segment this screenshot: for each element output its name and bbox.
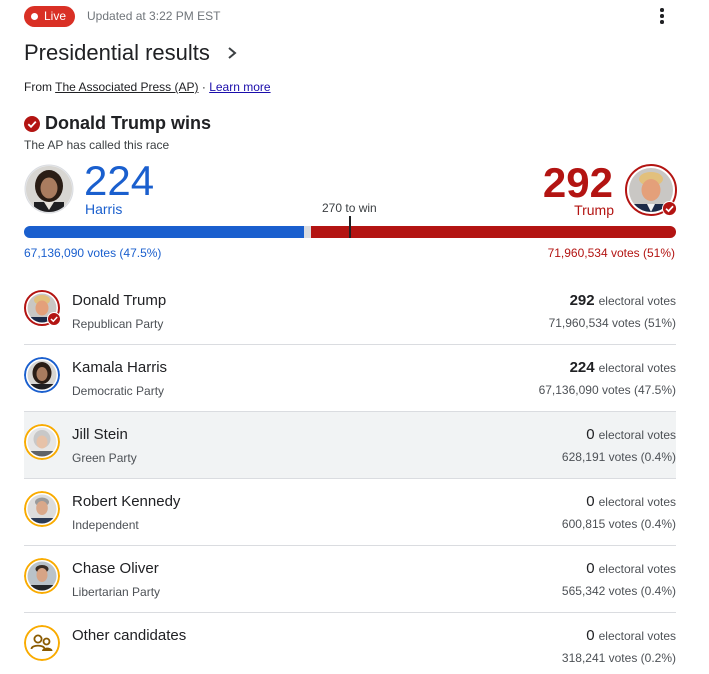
ev-label: electoral votes	[598, 562, 676, 576]
kennedy-avatar	[24, 491, 60, 527]
candidate-row-harris[interactable]: Kamala Harris Democratic Party 224 electo…	[24, 345, 676, 412]
to-win-label: 270 to win	[322, 201, 377, 215]
harris-popular-vote: 67,136,090 votes (47.5%)	[24, 246, 162, 260]
learn-more-link[interactable]: Learn more	[209, 80, 271, 94]
title-link[interactable]: Presidential results	[24, 40, 238, 66]
page-title: Presidential results	[24, 40, 210, 65]
chevron-right-icon	[228, 47, 237, 59]
winner-check-icon	[662, 201, 677, 216]
more-vert-icon[interactable]	[652, 6, 672, 26]
live-dot-icon	[31, 12, 38, 20]
candidate-row-oliver[interactable]: Chase Oliver Libertarian Party 0 electora…	[24, 546, 676, 613]
ev-label: electoral votes	[598, 495, 676, 509]
rep-bar-fill	[311, 226, 676, 238]
trump-electoral-count: 292	[542, 159, 613, 206]
popular-votes: 600,815 votes (0.4%)	[561, 517, 676, 531]
source-prefix: From	[24, 80, 56, 94]
candidate-party: Republican Party	[72, 317, 164, 331]
popular-votes: 565,342 votes (0.4%)	[561, 584, 676, 598]
group-icon	[24, 625, 60, 661]
candidate-party: Green Party	[72, 451, 137, 465]
ev-count: 0	[586, 560, 595, 577]
oliver-avatar	[24, 558, 60, 594]
popular-votes: 318,241 votes (0.2%)	[561, 651, 676, 665]
electoral-votes: 0 electoral votes	[586, 493, 676, 510]
winner-text: Donald Trump wins	[45, 113, 212, 133]
race-called-text: The AP has called this race	[24, 138, 170, 152]
stein-avatar	[24, 424, 60, 460]
trump-photo	[625, 164, 677, 216]
trump-avatar	[24, 290, 61, 326]
electoral-votes: 292 electoral votes	[570, 292, 676, 309]
source-line: From The Associated Press (AP) · Learn m…	[24, 80, 271, 94]
popular-votes: 67,136,090 votes (47.5%)	[538, 383, 676, 397]
candidate-name: Robert Kennedy	[72, 493, 181, 510]
candidate-name: Kamala Harris	[72, 359, 168, 376]
candidate-row-kennedy[interactable]: Robert Kennedy Independent 0 electoral vo…	[24, 479, 676, 546]
electoral-votes: 0 electoral votes	[586, 426, 676, 443]
ev-label: electoral votes	[598, 629, 676, 643]
ev-count: 0	[586, 627, 595, 644]
harris-avatar	[24, 357, 60, 393]
ev-label: electoral votes	[598, 428, 676, 442]
harris-electoral-count: 224	[84, 157, 155, 204]
candidate-list: Donald Trump Republican Party 292 elector…	[24, 278, 676, 674]
trump-label: Trump	[574, 202, 614, 218]
ev-label: electoral votes	[598, 294, 676, 308]
top-bar: Live Updated at 3:22 PM EST	[24, 4, 684, 28]
candidate-party: Democratic Party	[72, 384, 165, 398]
ev-count: 292	[569, 292, 595, 309]
candidate-name: Other candidates	[72, 627, 187, 644]
winner-heading: Donald Trump wins	[24, 113, 211, 134]
harris-label: Harris	[85, 201, 123, 217]
live-badge: Live	[24, 5, 76, 27]
candidate-row-stein[interactable]: Jill Stein Green Party 0 electoral votes …	[24, 412, 676, 479]
check-circle-icon	[24, 115, 40, 132]
electoral-votes: 0 electoral votes	[586, 627, 676, 644]
candidate-party: Independent	[72, 518, 139, 532]
candidate-name: Chase Oliver	[72, 560, 159, 577]
candidate-name: Jill Stein	[72, 426, 128, 443]
candidate-party: Libertarian Party	[72, 585, 161, 599]
candidate-name: Donald Trump	[72, 292, 167, 309]
harris-photo	[24, 164, 74, 214]
electoral-votes: 0 electoral votes	[586, 560, 676, 577]
candidate-row-other[interactable]: Other candidates 0 electoral votes 318,24…	[24, 613, 676, 674]
popular-votes: 628,191 votes (0.4%)	[561, 450, 676, 464]
ev-count: 224	[569, 359, 595, 376]
popular-votes: 71,960,534 votes (51%)	[548, 316, 676, 330]
updated-timestamp: Updated at 3:22 PM EST	[87, 9, 221, 23]
ev-count: 0	[586, 493, 595, 510]
electoral-votes: 224 electoral votes	[570, 359, 676, 376]
source-separator: ·	[198, 80, 210, 94]
live-label: Live	[44, 9, 67, 23]
ev-label: electoral votes	[598, 361, 676, 375]
candidate-row-trump[interactable]: Donald Trump Republican Party 292 elector…	[24, 278, 676, 345]
ev-count: 0	[586, 426, 595, 443]
270-marker	[349, 216, 351, 238]
ap-link[interactable]: The Associated Press (AP)	[55, 80, 199, 94]
dem-bar-fill	[24, 226, 304, 238]
trump-popular-vote: 71,960,534 votes (51%)	[547, 246, 675, 260]
